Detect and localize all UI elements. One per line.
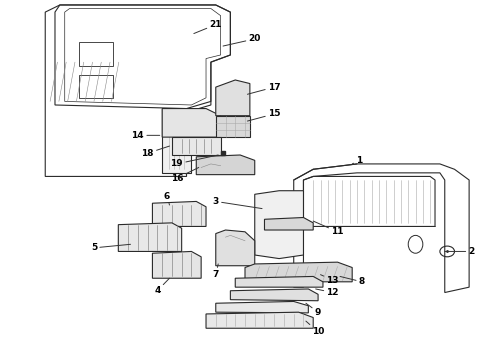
Text: 13: 13	[320, 275, 339, 284]
Polygon shape	[216, 301, 308, 313]
Polygon shape	[118, 223, 182, 251]
Text: 6: 6	[164, 192, 170, 205]
Text: 16: 16	[171, 167, 199, 183]
Text: 7: 7	[213, 264, 219, 279]
FancyBboxPatch shape	[223, 241, 243, 253]
Text: 9: 9	[306, 303, 321, 317]
Polygon shape	[162, 109, 220, 137]
Polygon shape	[245, 262, 352, 282]
Text: 12: 12	[316, 288, 339, 297]
FancyBboxPatch shape	[279, 235, 294, 244]
Polygon shape	[172, 137, 220, 155]
Text: 21: 21	[194, 20, 222, 33]
Text: 2: 2	[445, 247, 475, 256]
Text: 15: 15	[247, 109, 280, 121]
Polygon shape	[162, 109, 192, 173]
Polygon shape	[235, 276, 323, 287]
Text: 11: 11	[313, 221, 344, 236]
Polygon shape	[216, 230, 255, 266]
Text: 5: 5	[91, 243, 130, 252]
Polygon shape	[206, 312, 313, 328]
Polygon shape	[152, 202, 206, 226]
Text: 8: 8	[340, 276, 365, 286]
Text: 18: 18	[141, 146, 170, 158]
FancyBboxPatch shape	[262, 235, 277, 244]
Polygon shape	[196, 155, 255, 175]
Polygon shape	[216, 116, 250, 137]
Text: 20: 20	[223, 35, 261, 46]
Text: 1: 1	[352, 156, 363, 165]
Polygon shape	[230, 289, 318, 301]
Text: 14: 14	[131, 131, 160, 140]
Text: 17: 17	[247, 83, 281, 94]
Polygon shape	[265, 217, 313, 230]
Text: 10: 10	[306, 321, 324, 336]
Polygon shape	[255, 191, 303, 258]
Polygon shape	[216, 80, 250, 116]
Text: 19: 19	[171, 155, 218, 168]
Text: 3: 3	[213, 197, 262, 208]
Text: 4: 4	[154, 278, 170, 295]
Polygon shape	[152, 251, 201, 278]
